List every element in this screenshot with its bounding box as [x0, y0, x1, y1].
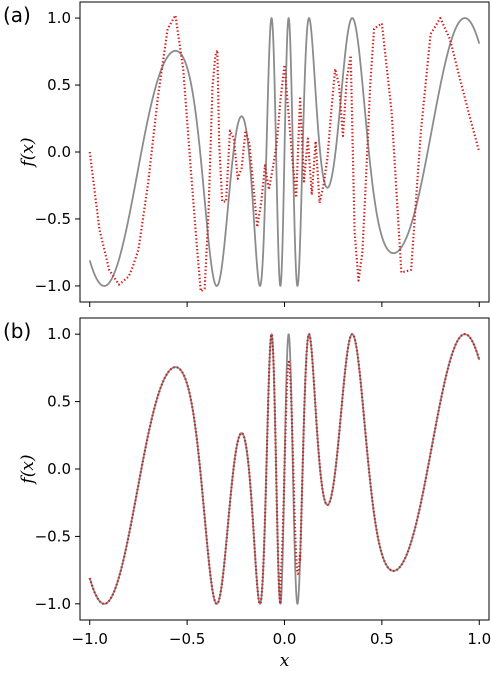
plot-area: [88, 333, 481, 605]
x-tick-label: −0.5: [169, 630, 205, 648]
x-tick-label: 0.0: [273, 630, 297, 648]
chart-panel-1: −1.0 −0.5 0.0 0.5 1.0 (a) f(x): [3, 1, 490, 307]
target-series-line: [88, 17, 481, 287]
plot-area: [88, 14, 481, 293]
y-tick-label: −0.5: [35, 527, 71, 545]
y-tick-label: 0.5: [47, 76, 71, 94]
y-tick-label: −1.0: [35, 595, 71, 613]
approximation-series-line: [88, 14, 481, 293]
x-tick-label: 0.5: [370, 630, 394, 648]
chart-panel-2: −1.0 −0.5 0.0 0.5 1.0 −1.0 −0.5 0.0 0.5 1.0 (b) f(x…: [3, 317, 491, 671]
approximation-series-line: [88, 333, 481, 605]
y-tick-label: 0.5: [47, 393, 71, 411]
y-tick-label: 1.0: [47, 325, 71, 343]
y-tick-label: 0.0: [47, 143, 71, 161]
panel-label: (b): [3, 319, 31, 343]
y-tick-label: 0.0: [47, 460, 71, 478]
x-tick-label: −1.0: [72, 630, 108, 648]
x-tick-label: 1.0: [467, 630, 491, 648]
panel-label: (a): [3, 3, 31, 27]
y-axis-label: f(x): [18, 454, 38, 485]
y-tick-label: −0.5: [35, 210, 71, 228]
y-tick-label: 1.0: [47, 9, 71, 27]
y-axis-label: f(x): [18, 137, 38, 168]
x-axis-label: x: [280, 651, 290, 671]
y-tick-label: −1.0: [35, 277, 71, 295]
